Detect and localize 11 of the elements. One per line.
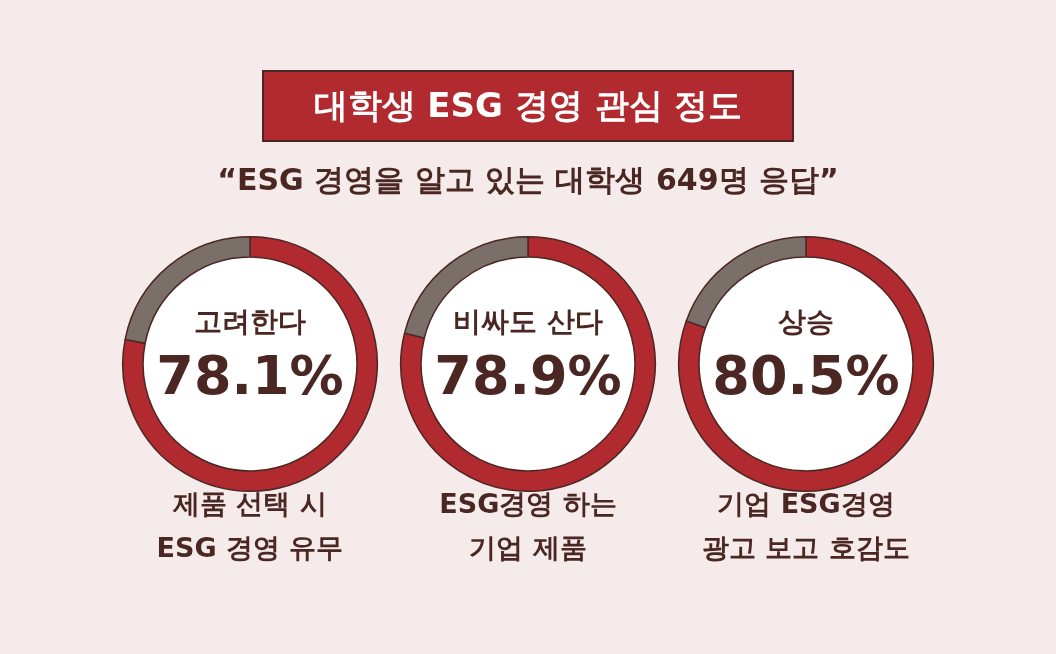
slice-label: 고려한다 — [194, 305, 306, 339]
text: “ESG 경영을 알고 있는 대학생 649명 응답” — [216, 161, 840, 199]
data-label: 78.9% — [434, 344, 622, 408]
slice-label: 비싸도 산다 — [453, 305, 603, 339]
text: 기업 ESG경영 광고 보고 호감도 — [701, 487, 911, 565]
data-label: 78.1% — [156, 344, 344, 408]
text: ESG경영 하는 기업 제품 — [438, 487, 618, 565]
slice-label: 상승 — [778, 305, 834, 339]
data-label: 80.5% — [712, 344, 900, 408]
text: 제품 선택 시 ESG 경영 유무 — [155, 487, 345, 565]
text: 대학생 ESG 경영 관심 정도 — [262, 70, 794, 142]
